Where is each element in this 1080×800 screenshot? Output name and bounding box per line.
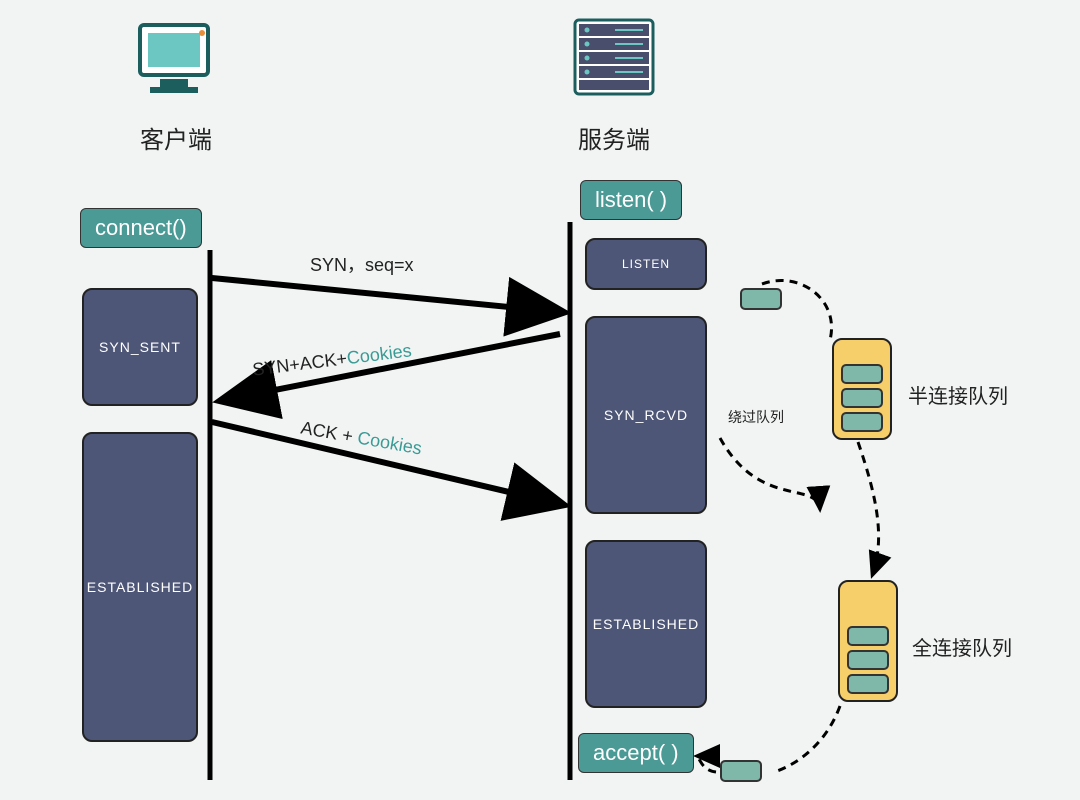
tcp-handshake-diagram: 客户端 服务端 connect() listen( ) accept( ) SY… — [0, 0, 1080, 800]
queue-item — [847, 650, 889, 670]
dashed-5 — [696, 756, 716, 772]
state-established-server: ESTABLISHED — [585, 540, 707, 708]
state-established-client: ESTABLISHED — [82, 432, 198, 742]
server-icon — [575, 20, 653, 94]
dashed-2 — [720, 438, 820, 510]
small-chip-top — [740, 288, 782, 310]
client-icon — [140, 25, 208, 93]
state-syn-rcvd: SYN_RCVD — [585, 316, 707, 514]
state-listen: LISTEN — [585, 238, 707, 290]
queue-item — [847, 674, 889, 694]
server-title: 服务端 — [578, 120, 650, 155]
full-queue-label: 全连接队列 — [912, 632, 1012, 661]
full-connect-queue — [838, 580, 898, 702]
listen-btn: listen( ) — [580, 180, 682, 220]
msg-syn-text: SYN，seq=x — [310, 255, 414, 275]
queue-item — [841, 364, 883, 384]
dashed-3 — [858, 442, 879, 576]
small-chip-bottom — [720, 760, 762, 782]
half-queue-label: 半连接队列 — [908, 380, 1008, 409]
half-connect-queue — [832, 338, 892, 440]
queue-item — [841, 388, 883, 408]
msg-syn: SYN，seq=x — [310, 251, 414, 277]
queue-item — [841, 412, 883, 432]
accept-btn: accept( ) — [578, 733, 694, 773]
client-title: 客户端 — [140, 120, 212, 155]
state-syn-sent: SYN_SENT — [82, 288, 198, 406]
bypass-label: 绕过队列 — [728, 407, 784, 427]
queue-item — [847, 626, 889, 646]
arrow-syn — [212, 278, 560, 312]
connect-btn: connect() — [80, 208, 202, 248]
dashed-4 — [774, 706, 840, 772]
